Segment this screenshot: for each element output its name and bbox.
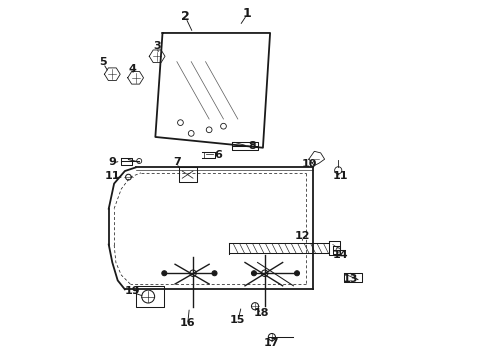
Text: 7: 7 [173, 157, 181, 167]
Text: 4: 4 [128, 64, 136, 74]
Text: 11: 11 [104, 171, 120, 181]
Circle shape [162, 271, 167, 276]
Text: 13: 13 [343, 274, 359, 284]
Text: 6: 6 [214, 150, 222, 160]
Text: 3: 3 [153, 41, 161, 50]
Circle shape [262, 270, 268, 276]
Text: 10: 10 [302, 159, 317, 169]
Circle shape [212, 271, 217, 276]
Text: 14: 14 [332, 250, 348, 260]
Text: 11: 11 [332, 171, 348, 181]
Text: 16: 16 [180, 319, 196, 328]
Text: 2: 2 [181, 10, 190, 23]
Text: 1: 1 [243, 7, 251, 20]
Text: 9: 9 [108, 157, 116, 167]
Circle shape [294, 271, 299, 276]
Text: 18: 18 [253, 308, 269, 318]
Circle shape [251, 271, 256, 276]
Text: 17: 17 [264, 338, 280, 348]
Text: 15: 15 [230, 315, 245, 325]
Text: 8: 8 [248, 141, 256, 151]
Text: 5: 5 [99, 57, 107, 67]
Text: 12: 12 [294, 231, 310, 240]
Circle shape [190, 270, 196, 276]
Text: 19: 19 [124, 286, 140, 296]
